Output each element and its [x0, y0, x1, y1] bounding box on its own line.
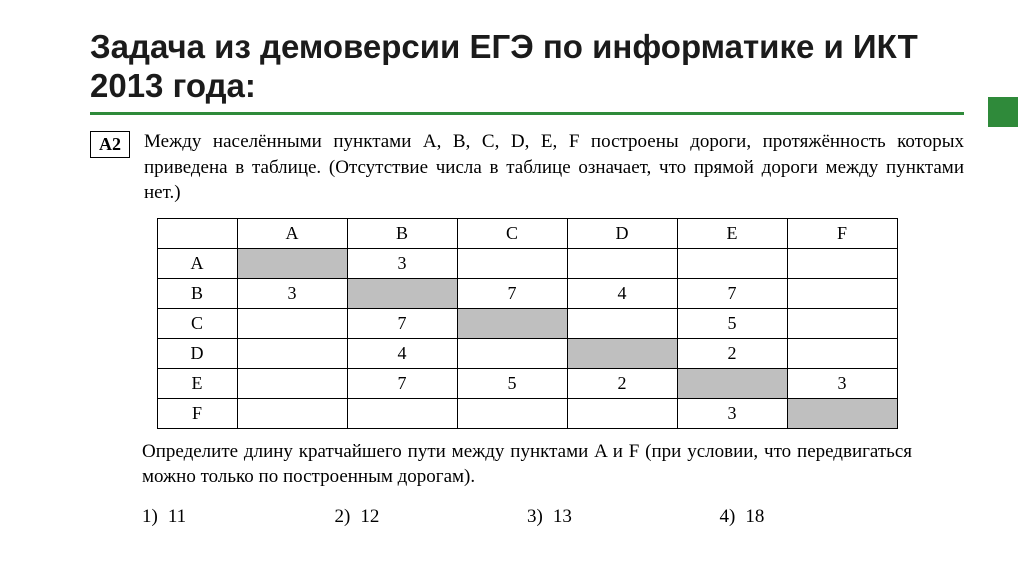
accent-square-icon [988, 97, 1018, 127]
cell: 7 [677, 278, 787, 308]
cell: 4 [347, 338, 457, 368]
problem-intro-text: Между населёнными пунктами A, B, C, D, E… [144, 129, 964, 206]
diag-cell [347, 278, 457, 308]
answer-val: 18 [745, 506, 764, 528]
diag-cell [677, 368, 787, 398]
cell: 5 [677, 308, 787, 338]
cell [567, 398, 677, 428]
answer-val: 11 [168, 506, 186, 528]
cell [567, 248, 677, 278]
title-block: Задача из демоверсии ЕГЭ по информатике … [90, 28, 964, 115]
table-row: A 3 [157, 248, 897, 278]
cell: 4 [567, 278, 677, 308]
cell [237, 338, 347, 368]
col-header: E [677, 218, 787, 248]
cell: 3 [787, 368, 897, 398]
cell: 5 [457, 368, 567, 398]
answer-option: 4) 18 [720, 506, 913, 528]
cell: 2 [567, 368, 677, 398]
cell [787, 308, 897, 338]
answer-option: 3) 13 [527, 506, 720, 528]
table-row: E 7 5 2 3 [157, 368, 897, 398]
cell: 3 [237, 278, 347, 308]
col-header: C [457, 218, 567, 248]
diag-cell [237, 248, 347, 278]
cell: 2 [677, 338, 787, 368]
cell [787, 338, 897, 368]
page-title: Задача из демоверсии ЕГЭ по информатике … [90, 28, 964, 115]
problem-outro-text: Определите длину кратчайшего пути между … [142, 439, 912, 490]
table-row: C 7 5 [157, 308, 897, 338]
answer-val: 12 [360, 506, 379, 528]
row-header: C [157, 308, 237, 338]
cell [347, 398, 457, 428]
answer-option: 2) 12 [335, 506, 528, 528]
answer-options: 1) 11 2) 12 3) 13 4) 18 [142, 506, 912, 528]
problem-badge: А2 [90, 131, 130, 159]
slide: Задача из демоверсии ЕГЭ по информатике … [0, 0, 1024, 574]
problem-header: А2 Между населёнными пунктами A, B, C, D… [90, 129, 964, 206]
diag-cell [457, 308, 567, 338]
cell [567, 308, 677, 338]
cell: 3 [677, 398, 787, 428]
cell: 7 [347, 368, 457, 398]
diag-cell [787, 398, 897, 428]
cell [237, 368, 347, 398]
cell: 3 [347, 248, 457, 278]
cell: 7 [347, 308, 457, 338]
cell [457, 338, 567, 368]
answer-num: 4) [720, 506, 736, 528]
cell [237, 308, 347, 338]
row-header: D [157, 338, 237, 368]
answer-num: 2) [335, 506, 351, 528]
cell: 7 [457, 278, 567, 308]
cell [787, 248, 897, 278]
distance-table: A B C D E F A 3 B 3 [157, 218, 898, 429]
cell [677, 248, 787, 278]
problem-box: А2 Между населёнными пунктами A, B, C, D… [90, 129, 964, 528]
col-header: A [237, 218, 347, 248]
cell [237, 398, 347, 428]
table-row: D 4 2 [157, 338, 897, 368]
distance-table-wrap: A B C D E F A 3 B 3 [90, 218, 964, 429]
corner-cell [157, 218, 237, 248]
table-header-row: A B C D E F [157, 218, 897, 248]
answer-val: 13 [553, 506, 572, 528]
diag-cell [567, 338, 677, 368]
cell [787, 278, 897, 308]
row-header: B [157, 278, 237, 308]
col-header: F [787, 218, 897, 248]
table-row: F 3 [157, 398, 897, 428]
col-header: B [347, 218, 457, 248]
row-header: E [157, 368, 237, 398]
cell [457, 398, 567, 428]
answer-option: 1) 11 [142, 506, 335, 528]
row-header: F [157, 398, 237, 428]
cell [457, 248, 567, 278]
answer-num: 1) [142, 506, 158, 528]
row-header: A [157, 248, 237, 278]
answer-num: 3) [527, 506, 543, 528]
table-row: B 3 7 4 7 [157, 278, 897, 308]
col-header: D [567, 218, 677, 248]
